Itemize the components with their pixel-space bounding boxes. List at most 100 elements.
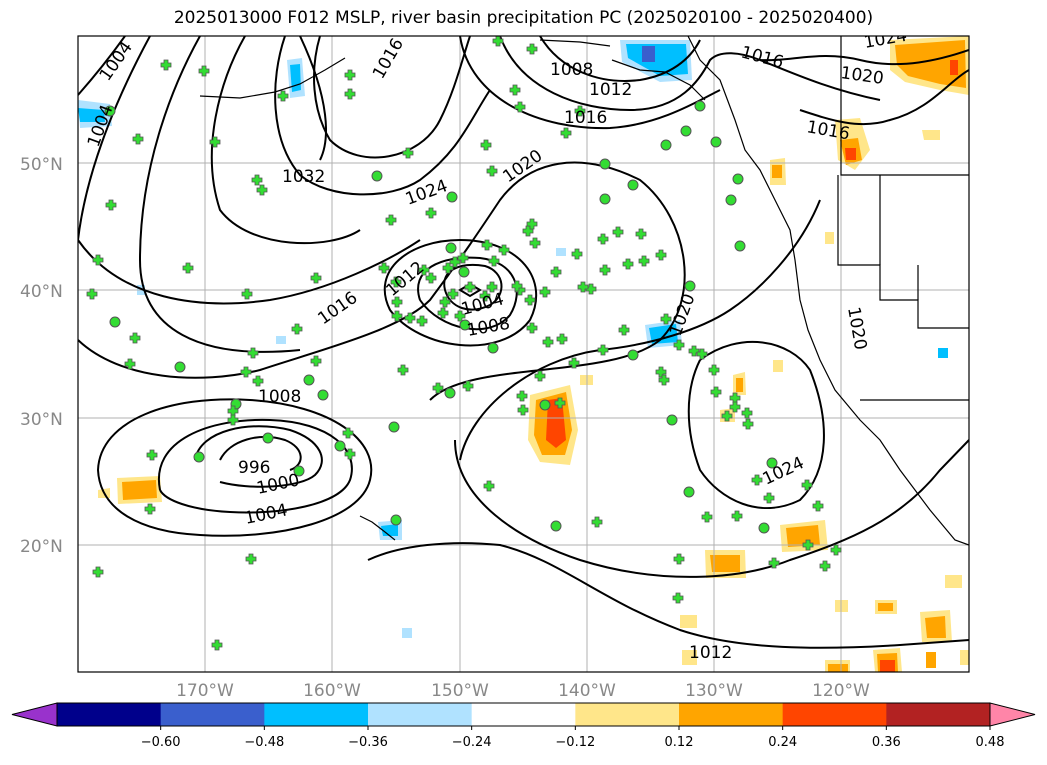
station-cross (241, 288, 253, 300)
lat-label-50: 50°N (20, 155, 63, 175)
isobar-label: 1008 (550, 60, 593, 80)
station-dot (683, 486, 695, 498)
station-cross (124, 358, 136, 370)
longitude-labels: 170°W 160°W 150°W 140°W 130°W 120°W (176, 681, 870, 701)
station-cross (539, 286, 551, 298)
gridlines (78, 36, 969, 672)
station-cross (432, 382, 444, 394)
station-dot (725, 194, 737, 206)
station-cross (182, 262, 194, 274)
station-dot (293, 465, 305, 477)
station-cross (425, 207, 437, 219)
station-dot (487, 342, 499, 354)
station-cross (638, 255, 650, 267)
station-cross (763, 492, 775, 504)
colorbar-tick-label: −0.36 (348, 735, 388, 750)
station-cross (160, 59, 172, 71)
isobar-label: 1008 (258, 387, 301, 407)
station-cross (618, 324, 630, 336)
station-cross (464, 281, 476, 293)
station-cross (437, 307, 449, 319)
station-cross (560, 127, 572, 139)
station-cross (404, 312, 416, 324)
colorbar-extend-min (11, 702, 58, 727)
station-cross (462, 380, 474, 392)
station-cross (673, 339, 685, 351)
station-cross (635, 228, 647, 240)
isobar-label: 996 (238, 458, 270, 478)
colorbar-tick-label: −0.12 (555, 735, 595, 750)
station-cross (574, 105, 586, 117)
station-dot (303, 374, 315, 386)
station-cross (830, 544, 842, 556)
station-dot (262, 432, 274, 444)
station-cross (812, 500, 824, 512)
colorbar-segment (782, 703, 887, 726)
station-dot (388, 421, 400, 433)
station-cross (729, 401, 741, 413)
map-frame (77, 35, 970, 673)
station-dot (758, 522, 770, 534)
station-cross (251, 174, 263, 186)
lat-label-20: 20°N (20, 537, 63, 557)
station-cross (498, 244, 510, 256)
station-cross (344, 69, 356, 81)
station-dot (390, 514, 402, 526)
station-cross (526, 218, 538, 230)
station-dot (710, 136, 722, 148)
colorbar-segment (57, 703, 162, 726)
isobar-label: 1012 (689, 643, 732, 663)
station-cross (516, 390, 528, 402)
station-cross (397, 364, 409, 376)
station-cross (418, 264, 430, 276)
station-cross (542, 336, 554, 348)
station-dot (734, 240, 746, 252)
station-dot (627, 179, 639, 191)
station-cross (599, 264, 611, 276)
station-cross (447, 288, 459, 300)
colorbar-segment (160, 703, 265, 726)
colorbar-segment (471, 703, 576, 726)
station-dot (193, 451, 205, 463)
colorbar-tick-label: 0.12 (665, 735, 694, 750)
station-cross (534, 370, 546, 382)
station-cross (568, 357, 580, 369)
station-cross (741, 407, 753, 419)
isobars (78, 36, 969, 649)
colorbar-tick-label: −0.60 (141, 735, 181, 750)
colorbar-tick-label: −0.24 (452, 735, 492, 750)
station-cross (391, 296, 403, 308)
station-cross (385, 214, 397, 226)
station-dot (694, 100, 706, 112)
station-dot (680, 125, 692, 137)
station-cross (556, 333, 568, 345)
station-cross (416, 315, 428, 327)
colorbar-segment (575, 703, 680, 726)
station-cross (198, 65, 210, 77)
colorbar-extend-max (989, 702, 1036, 727)
station-cross (146, 449, 158, 461)
station-cross (480, 139, 492, 151)
latitude-labels: 50°N 40°N 30°N 20°N (20, 155, 63, 557)
station-cross (517, 404, 529, 416)
isobar-label: 1016 (564, 108, 607, 128)
station-dot (445, 242, 457, 254)
station-dot (446, 191, 458, 203)
colorbar-segment (264, 703, 369, 726)
station-dot (539, 399, 551, 411)
station-cross (291, 323, 303, 335)
station-cross (390, 276, 402, 288)
lon-label-170w: 170°W (176, 681, 234, 701)
station-cross (554, 397, 566, 409)
station-cross (660, 313, 672, 325)
station-cross (457, 252, 469, 264)
station-cross (526, 43, 538, 55)
station-cross (211, 639, 223, 651)
station-cross (252, 375, 264, 387)
station-cross (378, 262, 390, 274)
lon-label-150w: 150°W (431, 681, 489, 701)
station-cross (391, 310, 403, 322)
station-dot (317, 389, 329, 401)
station-cross (622, 258, 634, 270)
